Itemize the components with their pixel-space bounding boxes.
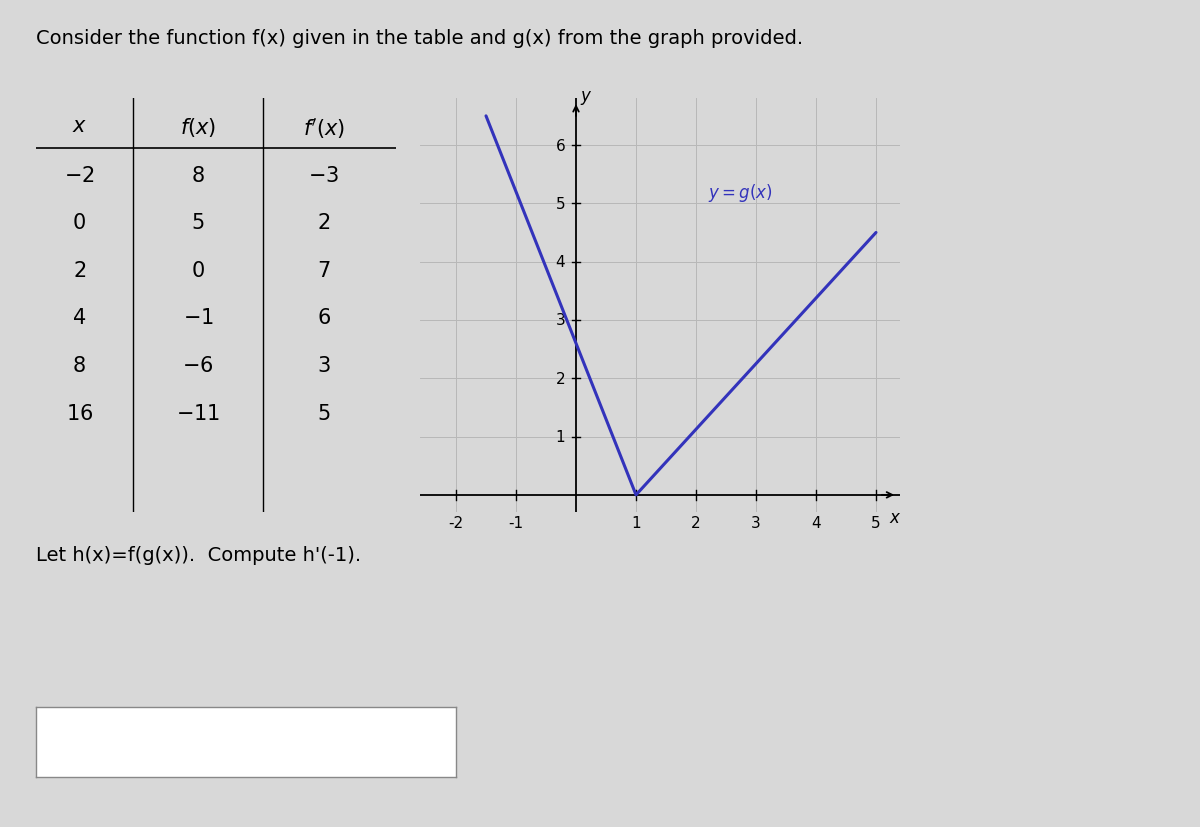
Text: $5$: $5$ [317, 404, 331, 423]
Text: 4: 4 [556, 255, 565, 270]
Text: $2$: $2$ [73, 261, 85, 280]
Text: $−3$: $−3$ [308, 165, 340, 185]
Text: Consider the function f(x) given in the table and g(x) from the graph provided.: Consider the function f(x) given in the … [36, 29, 803, 48]
Text: 5: 5 [556, 197, 565, 212]
Text: $8$: $8$ [72, 356, 86, 375]
Text: $16$: $16$ [66, 404, 92, 423]
Text: $−2$: $−2$ [64, 165, 95, 185]
Text: 1: 1 [556, 429, 565, 445]
Text: 6: 6 [556, 138, 565, 153]
Text: x: x [889, 509, 899, 527]
Text: $−1$: $−1$ [182, 308, 214, 328]
Text: $5$: $5$ [191, 213, 205, 233]
Text: $f'(x)$: $f'(x)$ [302, 116, 346, 141]
Text: $7$: $7$ [317, 261, 331, 280]
Text: $x$: $x$ [72, 116, 86, 136]
Text: $2$: $2$ [318, 213, 330, 233]
Text: 2: 2 [556, 371, 565, 386]
Text: $0$: $0$ [72, 213, 86, 233]
Text: 3: 3 [751, 516, 761, 531]
Text: -2: -2 [449, 516, 463, 531]
Text: $−6$: $−6$ [182, 356, 214, 375]
Text: $6$: $6$ [317, 308, 331, 328]
Text: 5: 5 [871, 516, 881, 531]
Text: 1: 1 [631, 516, 641, 531]
Text: 2: 2 [691, 516, 701, 531]
Text: $0$: $0$ [191, 261, 205, 280]
Text: $y = g(x)$: $y = g(x)$ [708, 181, 773, 203]
Text: 3: 3 [556, 313, 565, 328]
Text: $4$: $4$ [72, 308, 86, 328]
Text: $f(x)$: $f(x)$ [180, 116, 216, 139]
Text: $−11$: $−11$ [176, 404, 220, 423]
Text: Let h(x)=f(g(x)).  Compute h'(-1).: Let h(x)=f(g(x)). Compute h'(-1). [36, 546, 361, 565]
Text: y: y [580, 87, 590, 105]
Text: $8$: $8$ [191, 165, 205, 185]
Text: -1: -1 [509, 516, 523, 531]
Text: $3$: $3$ [317, 356, 331, 375]
Text: 4: 4 [811, 516, 821, 531]
